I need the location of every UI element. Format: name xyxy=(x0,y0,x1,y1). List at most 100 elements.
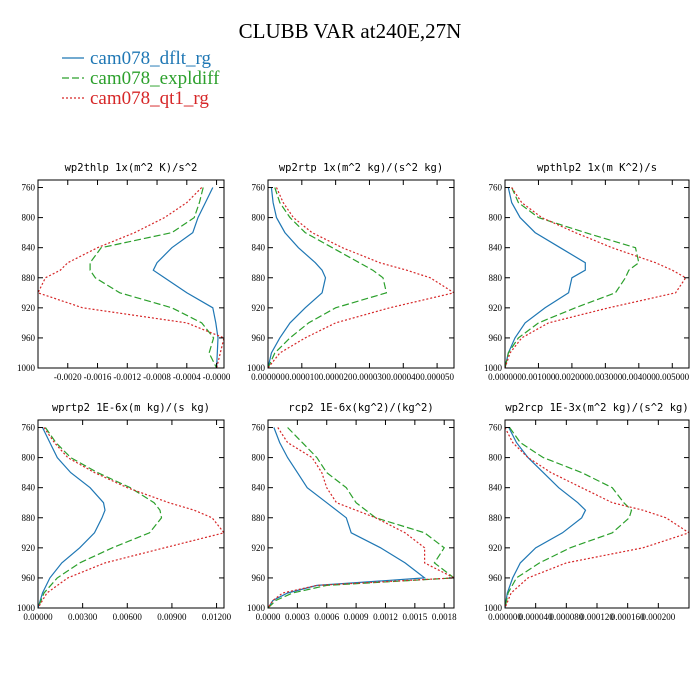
y-tick-label: 760 xyxy=(252,423,266,433)
x-tick-label: 0.000200 xyxy=(641,612,675,622)
series-line xyxy=(505,427,689,608)
series-line xyxy=(505,187,687,368)
y-tick-label: 800 xyxy=(252,453,266,463)
y-tick-label: 800 xyxy=(22,213,36,223)
x-tick-label: 0.000040 xyxy=(386,372,420,382)
series-line xyxy=(38,427,163,608)
series-line xyxy=(152,187,219,368)
y-tick-label: 1000 xyxy=(247,363,266,373)
x-tick-label: 0.0009 xyxy=(344,612,369,622)
legend: cam078_dflt_rg cam078_expldiff cam078_qt… xyxy=(62,48,220,109)
y-tick-label: 920 xyxy=(252,543,266,553)
panel-frame xyxy=(37,419,225,609)
x-tick-label: 0.0015 xyxy=(402,612,427,622)
series-line xyxy=(268,187,388,368)
panel-frame xyxy=(267,179,455,369)
legend-label-dflt: cam078_dflt_rg xyxy=(90,48,212,69)
x-tick-label: 0.000080 xyxy=(549,612,583,622)
y-tick-label: 840 xyxy=(489,243,503,253)
y-tick-label: 840 xyxy=(22,243,36,253)
x-tick-label: 0.005000 xyxy=(655,372,689,382)
series-line xyxy=(89,187,218,368)
series-line xyxy=(38,427,106,608)
y-tick-label: 960 xyxy=(489,333,503,343)
y-tick-label: 1000 xyxy=(247,603,266,613)
y-tick-label: 800 xyxy=(489,453,503,463)
y-tick-label: 760 xyxy=(252,183,266,193)
panel-frame xyxy=(504,179,690,369)
y-tick-label: 880 xyxy=(252,273,266,283)
series-line xyxy=(505,187,586,368)
y-tick-label: 960 xyxy=(489,573,503,583)
y-tick-label: 840 xyxy=(252,483,266,493)
x-tick-label: 0.000020 xyxy=(319,372,353,382)
y-tick-label: 880 xyxy=(489,513,503,523)
x-tick-label: 0.003000 xyxy=(588,372,622,382)
panel-title: wprtp2 1E-6x(m kg)/(s kg) xyxy=(52,402,210,414)
y-tick-label: 760 xyxy=(22,423,36,433)
x-tick-label: 0.000000 xyxy=(251,372,285,382)
y-tick-label: 760 xyxy=(489,423,503,433)
panel-title: wp2rtp 1x(m^2 kg)/(s^2 kg) xyxy=(279,162,443,174)
y-tick-label: 800 xyxy=(22,453,36,463)
x-tick-label: 0.000000 xyxy=(488,372,522,382)
series-line xyxy=(38,187,224,368)
x-tick-label: 0.00300 xyxy=(68,612,98,622)
x-tick-label: 0.000030 xyxy=(353,372,387,382)
panel-title: wpthlp2 1x(m K^2)/s xyxy=(537,162,657,174)
series-line xyxy=(268,427,454,608)
x-tick-label: -0.0012 xyxy=(113,372,141,382)
series-line xyxy=(505,427,587,608)
y-tick-label: 880 xyxy=(489,273,503,283)
legend-label-qt1: cam078_qt1_rg xyxy=(90,88,209,109)
series-line xyxy=(38,427,224,608)
x-tick-label: 0.0006 xyxy=(314,612,339,622)
x-tick-label: 0.001000 xyxy=(522,372,556,382)
panel-title: wp2thlp 1x(m^2 K)/s^2 xyxy=(65,162,198,174)
y-tick-label: 760 xyxy=(22,183,36,193)
x-tick-label: 0.00000 xyxy=(23,612,53,622)
panel-frame xyxy=(504,419,690,609)
x-tick-label: 0.000000 xyxy=(488,612,522,622)
y-tick-label: 920 xyxy=(252,303,266,313)
x-tick-label: 0.000160 xyxy=(611,612,645,622)
y-tick-label: 800 xyxy=(252,213,266,223)
panel-frame xyxy=(37,179,225,369)
y-tick-label: 960 xyxy=(22,573,36,583)
panel-1: wp2thlp 1x(m^2 K)/s^2 760 800 840 880 920 960 1… xyxy=(17,162,231,382)
series-line xyxy=(268,427,454,608)
panel-4: wprtp2 1E-6x(m kg)/(s kg) 760 800 840 880 920… xyxy=(17,402,232,622)
legend-label-expldiff: cam078_expldiff xyxy=(90,68,220,89)
y-tick-label: 880 xyxy=(22,513,36,523)
series-line xyxy=(268,427,427,608)
x-tick-label: -0.0004 xyxy=(173,372,201,382)
panel-2: wp2rtp 1x(m^2 kg)/(s^2 kg) 760 800 840 880 92… xyxy=(247,162,455,382)
y-tick-label: 1000 xyxy=(17,603,36,613)
y-tick-label: 1000 xyxy=(484,363,503,373)
y-tick-label: 840 xyxy=(252,243,266,253)
series-line xyxy=(268,187,327,368)
y-tick-label: 840 xyxy=(489,483,503,493)
x-tick-label: 0.000010 xyxy=(285,372,319,382)
y-tick-label: 880 xyxy=(22,273,36,283)
y-tick-label: 1000 xyxy=(17,363,36,373)
y-tick-label: 920 xyxy=(22,303,36,313)
x-tick-label: 0.004000 xyxy=(622,372,656,382)
y-tick-label: 920 xyxy=(489,303,503,313)
x-tick-label: 0.0018 xyxy=(432,612,457,622)
x-tick-label: -0.0020 xyxy=(54,372,82,382)
y-tick-label: 840 xyxy=(22,483,36,493)
y-tick-label: 760 xyxy=(489,183,503,193)
y-tick-label: 960 xyxy=(252,333,266,343)
x-tick-label: 0.00600 xyxy=(113,612,143,622)
y-tick-label: 960 xyxy=(252,573,266,583)
x-tick-label: 0.0012 xyxy=(373,612,398,622)
y-tick-label: 960 xyxy=(22,333,36,343)
x-tick-label: 0.00900 xyxy=(157,612,187,622)
figure-title: CLUBB VAR at240E,27N xyxy=(239,19,462,43)
x-tick-label: 0.000050 xyxy=(420,372,454,382)
x-tick-label: 0.000040 xyxy=(519,612,553,622)
x-tick-label: 0.0000 xyxy=(256,612,281,622)
series-line xyxy=(505,427,633,608)
x-tick-label: -0.0000 xyxy=(203,372,231,382)
